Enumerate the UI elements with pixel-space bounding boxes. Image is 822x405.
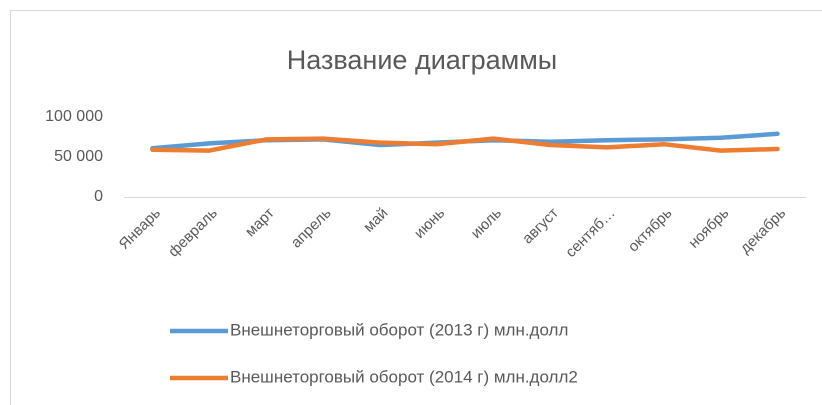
x-tick-label: сентяб… [562, 205, 618, 261]
chart-title: Название диаграммы [287, 45, 557, 75]
x-tick-label: май [360, 205, 391, 236]
x-tick-label: Январь [116, 204, 165, 253]
x-tick-label: апрель [288, 204, 335, 251]
y-tick-label: 50 000 [54, 148, 103, 165]
y-tick-label: 0 [94, 188, 103, 205]
x-tick-label: июнь [411, 204, 448, 241]
x-tick-label: август [519, 205, 562, 248]
x-tick-label: октябрь [625, 204, 676, 255]
x-tick-label: ноябрь [685, 204, 732, 251]
legend-label: Внешнеторговый оборот (2014 г) млн.долл2 [230, 367, 578, 386]
chart-frame [10, 10, 822, 405]
x-tick-label: февраль [165, 204, 221, 260]
x-tick-label: декабрь [737, 204, 790, 257]
x-tick-label: июль [468, 204, 506, 242]
data-line [150, 136, 780, 153]
x-tick-label: март [242, 205, 278, 241]
y-tick-label: 100 000 [45, 108, 103, 125]
legend-label: Внешнеторговый оборот (2013 г) млн.долл [230, 320, 568, 339]
